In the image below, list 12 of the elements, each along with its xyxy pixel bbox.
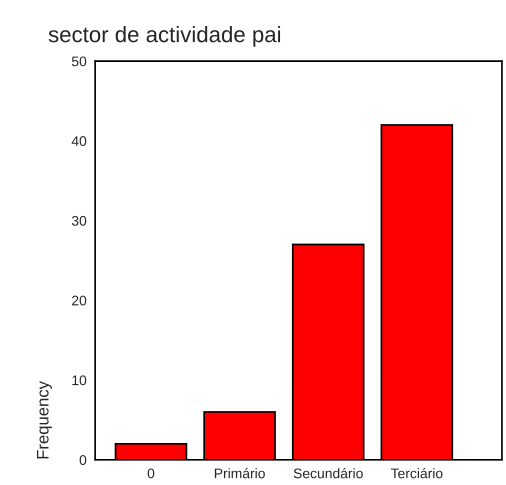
y-tick-label: 20 bbox=[72, 296, 86, 306]
y-tick-label: 0 bbox=[80, 455, 86, 465]
x-tick-label: Secundário bbox=[294, 468, 363, 478]
y-axis-title: Frequency bbox=[36, 381, 52, 458]
chart-title: sector de actividade pai bbox=[48, 26, 280, 47]
x-tick-label: Primário bbox=[214, 468, 265, 478]
y-tick-label: 40 bbox=[72, 136, 86, 146]
y-tick-label: 30 bbox=[72, 216, 86, 226]
y-tick-label: 10 bbox=[72, 375, 86, 386]
y-tick-label: 50 bbox=[72, 56, 86, 66]
x-tick-label: Terciário bbox=[390, 468, 443, 478]
x-tick-label: 0 bbox=[148, 468, 154, 478]
